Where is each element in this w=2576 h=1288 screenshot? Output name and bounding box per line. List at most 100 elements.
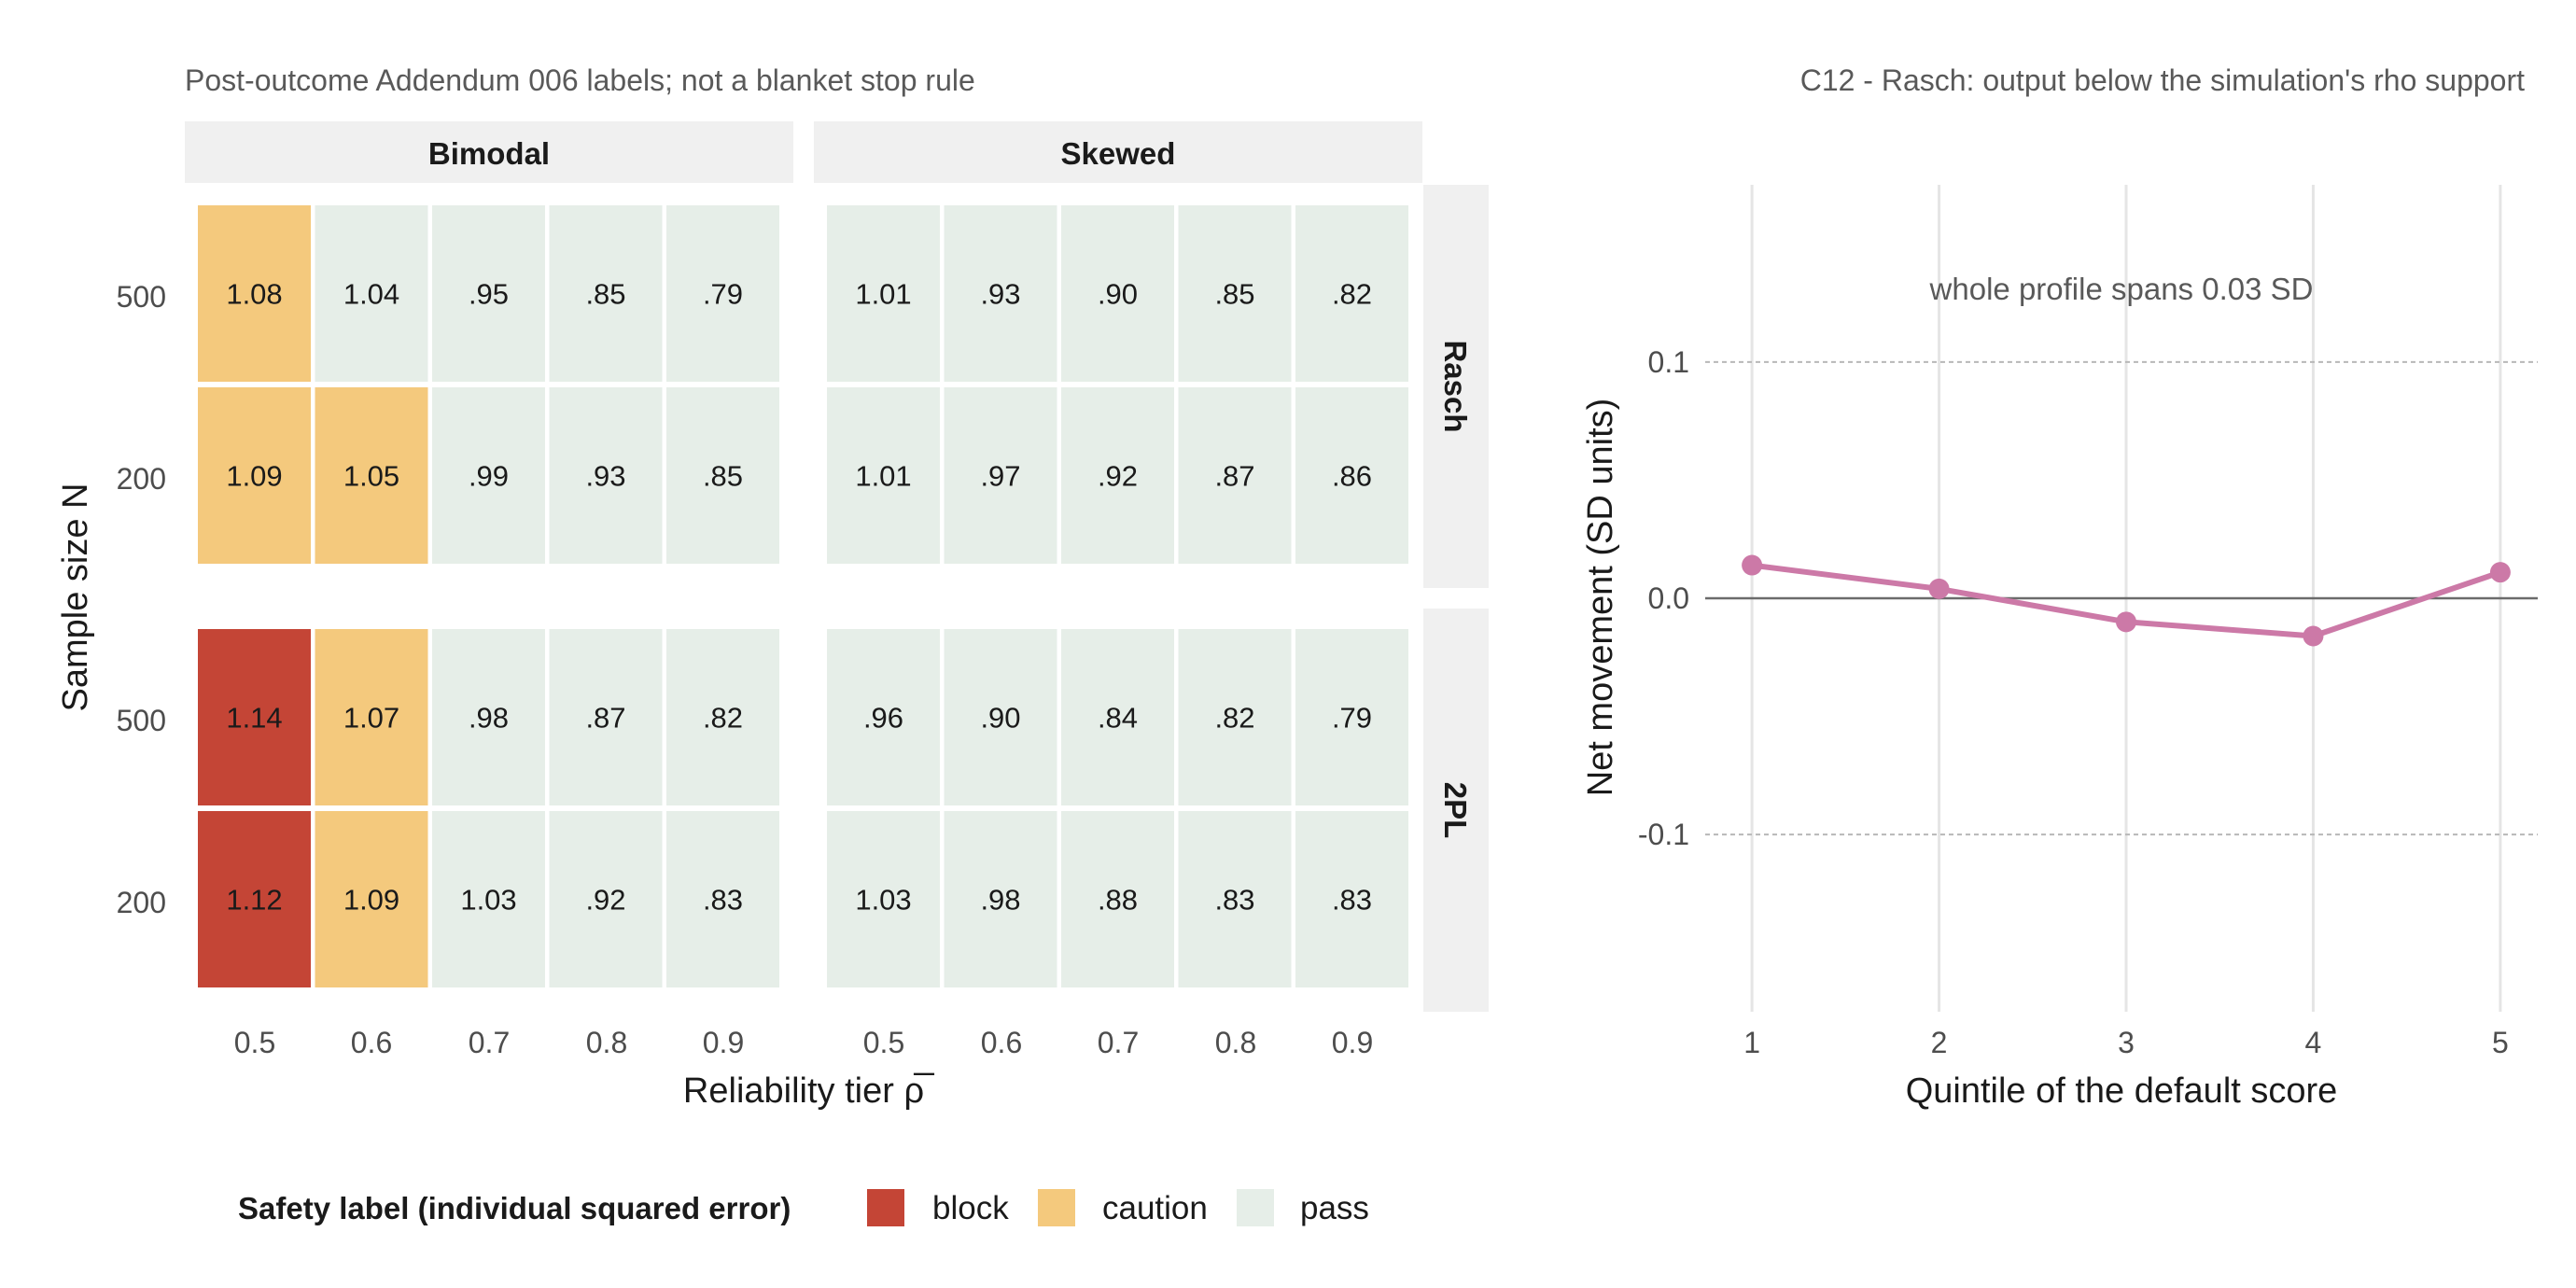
heatmap-tile-pass: [315, 205, 428, 382]
legend-swatch-block: [867, 1189, 904, 1226]
heatmap-tile-pass: [827, 205, 940, 382]
heatmap-tile-pass: [944, 387, 1057, 564]
heatmap-tile-pass: [549, 387, 663, 564]
heatmap-cell-value: .79: [703, 278, 743, 311]
heatmap-tile-pass: [1178, 387, 1292, 564]
heatmap-cell-value: 1.04: [343, 278, 399, 311]
heatmap-cell-value: .93: [585, 460, 625, 493]
heatmap-cell-value: .82: [703, 702, 743, 735]
facet-strip-rasch: [1423, 185, 1489, 588]
heatmap-tile-caution: [198, 205, 311, 382]
heatmap-cell-value: .87: [585, 702, 625, 735]
heatmap-cell-value: .79: [1332, 702, 1372, 735]
heatmap-cell-value: .92: [585, 884, 625, 917]
heatmap-tile-pass: [666, 205, 779, 382]
heatmap-cell-value: .99: [469, 460, 509, 493]
heatmap-tile-caution: [315, 629, 428, 805]
heatmap-chart: Post-outcome Addendum 006 labels; not a …: [56, 63, 1489, 1226]
heatmap-cell-value: 1.01: [855, 278, 911, 311]
x-tick-label: 0.7: [1098, 1026, 1139, 1059]
heatmap-cell-value: 1.01: [855, 460, 911, 493]
heatmap-cell-value: 1.09: [343, 884, 399, 917]
heatmap-cell-value: .83: [703, 884, 743, 917]
heatmap-tile-pass: [827, 629, 940, 805]
heatmap-tile-pass: [1178, 629, 1292, 805]
heatmap-tile-pass: [1178, 811, 1292, 987]
legend: Safety label (individual squared error) …: [238, 1189, 1369, 1226]
heatmap-cell-value: 1.08: [226, 278, 282, 311]
y-tick-label-500: 500: [117, 280, 166, 314]
heatmap-tile-pass: [1295, 629, 1408, 805]
x-tick-label: 0.5: [234, 1026, 275, 1059]
data-point: [2489, 562, 2511, 583]
x-tick-label: 0.7: [469, 1026, 510, 1059]
heatmap-tile-pass: [666, 387, 779, 564]
legend-label-block: block: [932, 1190, 1009, 1226]
x-tick-labels-bimodal: 0.5 0.6 0.7 0.8 0.9: [234, 1026, 744, 1059]
heatmap-cell-value: 1.05: [343, 460, 399, 493]
heatmap-cell-value: .93: [980, 278, 1020, 311]
heatmap-tile-pass: [1295, 811, 1408, 987]
heatmap-subtitle: Post-outcome Addendum 006 labels; not a …: [185, 63, 975, 97]
heatmap-cell-value: .97: [980, 460, 1020, 493]
heatmap-cell-value: .85: [1214, 278, 1254, 311]
heatmap-tile-pass: [432, 629, 545, 805]
heatmap-cell-value: 1.03: [855, 884, 911, 917]
heatmap-cell-value: .83: [1332, 884, 1372, 917]
heatmap-tile-pass: [549, 811, 663, 987]
heatmap-tile-pass: [944, 811, 1057, 987]
heatmap-tile-pass: [1295, 205, 1408, 382]
x-tick-labels-skewed: 0.5 0.6 0.7 0.8 0.9: [863, 1026, 1373, 1059]
heatmap-tile-pass: [944, 629, 1057, 805]
facet-label-bimodal: Bimodal: [428, 136, 550, 171]
heatmap-y-axis-title: Sample size N: [56, 483, 95, 712]
heatmap-tile-caution: [315, 811, 428, 987]
heatmap-cell-value: 1.12: [226, 884, 282, 917]
heatmap-cell-value: 1.14: [226, 702, 282, 735]
heatmap-tile-pass: [1061, 811, 1174, 987]
x-tick-label: 4: [2305, 1026, 2322, 1059]
heatmap-cell-value: 1.07: [343, 702, 399, 735]
heatmap-tile-pass: [1178, 205, 1292, 382]
facet-strip-2pl: [1423, 609, 1489, 1012]
heatmap-cell-value: .83: [1214, 884, 1254, 917]
line-chart-grid: [1705, 185, 2538, 1012]
heatmap-cell-value: .84: [1098, 702, 1138, 735]
heatmap-cell-value: 1.03: [460, 884, 516, 917]
y-tick-label: -0.1: [1638, 818, 1689, 851]
heatmap-tile-pass: [944, 205, 1057, 382]
heatmap-tile-pass: [1061, 205, 1174, 382]
x-tick-label: 0.9: [703, 1026, 744, 1059]
heatmap-tile-pass: [1061, 629, 1174, 805]
data-point: [2303, 625, 2324, 647]
heatmap-tile-caution: [198, 387, 311, 564]
facet-strip-bimodal: [185, 121, 793, 183]
heatmap-cell-value: .85: [585, 278, 625, 311]
heatmap-cell-value: .98: [469, 702, 509, 735]
heatmap-tile-pass: [549, 629, 663, 805]
heatmap-cell-value: .82: [1214, 702, 1254, 735]
facet-label-skewed: Skewed: [1061, 136, 1176, 171]
y-tick-label: 0.1: [1648, 345, 1689, 379]
x-tick-label: 0.9: [1332, 1026, 1373, 1059]
legend-swatch-caution: [1038, 1189, 1075, 1226]
heatmap-cell-value: .85: [703, 460, 743, 493]
heatmap-cell-value: .90: [980, 702, 1020, 735]
heatmap-tile-block: [198, 629, 311, 805]
heatmap-tile-pass: [827, 811, 940, 987]
heatmap-tile-pass: [827, 387, 940, 564]
heatmap-x-axis-title: Reliability tier ρ̅: [683, 1071, 935, 1111]
heatmap-cell-value: .98: [980, 884, 1020, 917]
heatmap-tile-caution: [315, 387, 428, 564]
data-point: [2116, 611, 2137, 633]
facet-label-rasch: Rasch: [1438, 340, 1473, 432]
data-point: [1928, 578, 1950, 599]
heatmap-cell-value: .87: [1214, 460, 1254, 493]
x-tick-label: 0.8: [586, 1026, 627, 1059]
facet-label-2pl: 2PL: [1438, 782, 1473, 839]
heatmap-cell-value: .88: [1098, 884, 1138, 917]
line-x-axis-title: Quintile of the default score: [1906, 1071, 2338, 1111]
line-chart-ticks: 0.1 0.0 -0.1 1 2 3 4 5: [1638, 345, 2509, 1059]
x-tick-label: 0.5: [863, 1026, 904, 1059]
line-chart-annotation: whole profile spans 0.03 SD: [1929, 272, 2314, 306]
